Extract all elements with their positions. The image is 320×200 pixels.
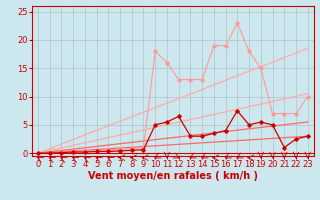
X-axis label: Vent moyen/en rafales ( km/h ): Vent moyen/en rafales ( km/h ) [88,171,258,181]
